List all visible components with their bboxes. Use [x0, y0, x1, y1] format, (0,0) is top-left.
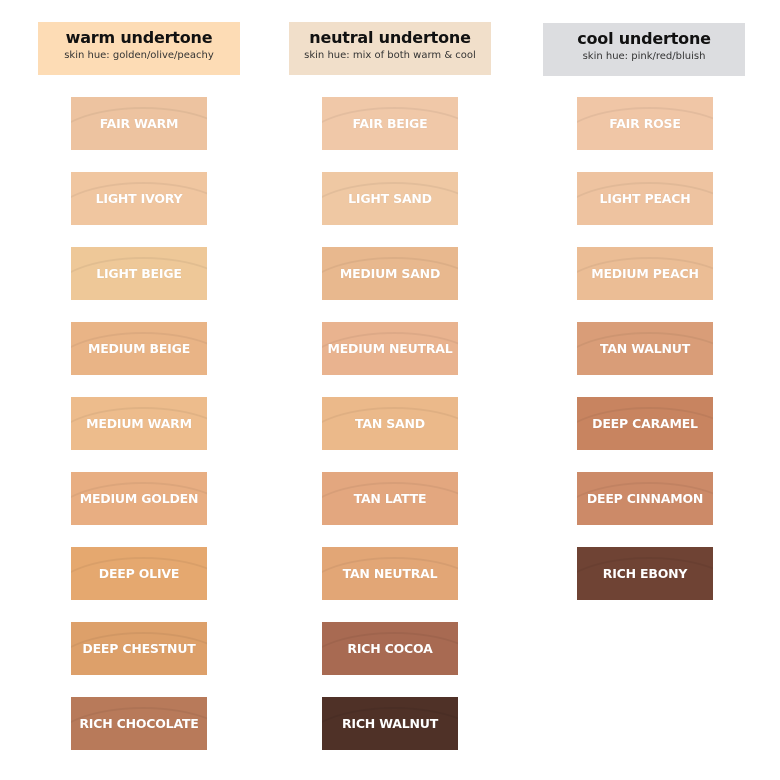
- shade-label: MEDIUM PEACH: [591, 266, 699, 281]
- header-subtitle: skin hue: golden/olive/peachy: [64, 50, 214, 61]
- header-title: warm undertone: [65, 28, 213, 47]
- header-title: cool undertone: [577, 29, 711, 48]
- shade-label: DEEP OLIVE: [98, 566, 180, 581]
- shade-label: TAN SAND: [355, 416, 425, 431]
- shade-swatch-deep-chestnut: DEEP CHESTNUT: [71, 622, 207, 675]
- shade-label: LIGHT SAND: [348, 191, 432, 206]
- shade-swatch-rich-cocoa: RICH COCOA: [322, 622, 458, 675]
- shade-swatch-medium-peach: MEDIUM PEACH: [577, 247, 713, 300]
- header-title: neutral undertone: [309, 28, 471, 47]
- shade-swatch-medium-beige: MEDIUM BEIGE: [71, 322, 207, 375]
- shade-swatch-rich-walnut: RICH WALNUT: [322, 697, 458, 750]
- header-subtitle: skin hue: pink/red/bluish: [582, 51, 706, 62]
- shade-swatch-fair-beige: FAIR BEIGE: [322, 97, 458, 150]
- shade-label: MEDIUM WARM: [86, 416, 192, 431]
- shade-label: RICH COCOA: [347, 641, 433, 656]
- shade-label: DEEP CHESTNUT: [82, 641, 196, 656]
- shade-swatch-fair-rose: FAIR ROSE: [577, 97, 713, 150]
- cool-undertone-header: cool undertone skin hue: pink/red/bluish: [543, 23, 745, 76]
- shade-swatch-medium-neutral: MEDIUM NEUTRAL: [322, 322, 458, 375]
- shade-label: TAN LATTE: [353, 491, 427, 506]
- shade-label: FAIR WARM: [99, 116, 179, 131]
- shade-label: MEDIUM NEUTRAL: [327, 341, 453, 356]
- shade-swatch-deep-cinnamon: DEEP CINNAMON: [577, 472, 713, 525]
- neutral-undertone-header: neutral undertone skin hue: mix of both w…: [289, 22, 491, 75]
- shade-label: LIGHT IVORY: [95, 191, 183, 206]
- shade-swatch-tan-sand: TAN SAND: [322, 397, 458, 450]
- shade-swatch-rich-ebony: RICH EBONY: [577, 547, 713, 600]
- warm-undertone-header: warm undertone skin hue: golden/olive/pea…: [38, 22, 240, 75]
- shade-swatch-light-sand: LIGHT SAND: [322, 172, 458, 225]
- shade-label: FAIR BEIGE: [352, 116, 428, 131]
- shade-swatch-tan-latte: TAN LATTE: [322, 472, 458, 525]
- shade-label: FAIR ROSE: [609, 116, 681, 131]
- shade-swatch-light-ivory: LIGHT IVORY: [71, 172, 207, 225]
- shade-label: MEDIUM BEIGE: [87, 341, 191, 356]
- header-subtitle: skin hue: mix of both warm & cool: [304, 50, 476, 61]
- shade-swatch-medium-golden: MEDIUM GOLDEN: [71, 472, 207, 525]
- shade-label: RICH CHOCOLATE: [79, 716, 199, 731]
- shade-swatch-medium-sand: MEDIUM SAND: [322, 247, 458, 300]
- shade-label: LIGHT PEACH: [599, 191, 691, 206]
- shade-label: MEDIUM SAND: [339, 266, 441, 281]
- shade-label: MEDIUM GOLDEN: [79, 491, 199, 506]
- shade-swatch-light-beige: LIGHT BEIGE: [71, 247, 207, 300]
- shade-swatch-light-peach: LIGHT PEACH: [577, 172, 713, 225]
- shade-label: RICH EBONY: [602, 566, 688, 581]
- shade-label: DEEP CINNAMON: [586, 491, 704, 506]
- shade-swatch-tan-neutral: TAN NEUTRAL: [322, 547, 458, 600]
- shade-swatch-deep-caramel: DEEP CARAMEL: [577, 397, 713, 450]
- shade-label: RICH WALNUT: [341, 716, 439, 731]
- shade-label: TAN NEUTRAL: [342, 566, 438, 581]
- shade-swatch-rich-chocolate: RICH CHOCOLATE: [71, 697, 207, 750]
- shade-label: TAN WALNUT: [599, 341, 691, 356]
- shade-swatch-medium-warm: MEDIUM WARM: [71, 397, 207, 450]
- shade-swatch-fair-warm: FAIR WARM: [71, 97, 207, 150]
- shade-swatch-tan-walnut: TAN WALNUT: [577, 322, 713, 375]
- shade-label: LIGHT BEIGE: [96, 266, 182, 281]
- shade-swatch-deep-olive: DEEP OLIVE: [71, 547, 207, 600]
- shade-label: DEEP CARAMEL: [592, 416, 698, 431]
